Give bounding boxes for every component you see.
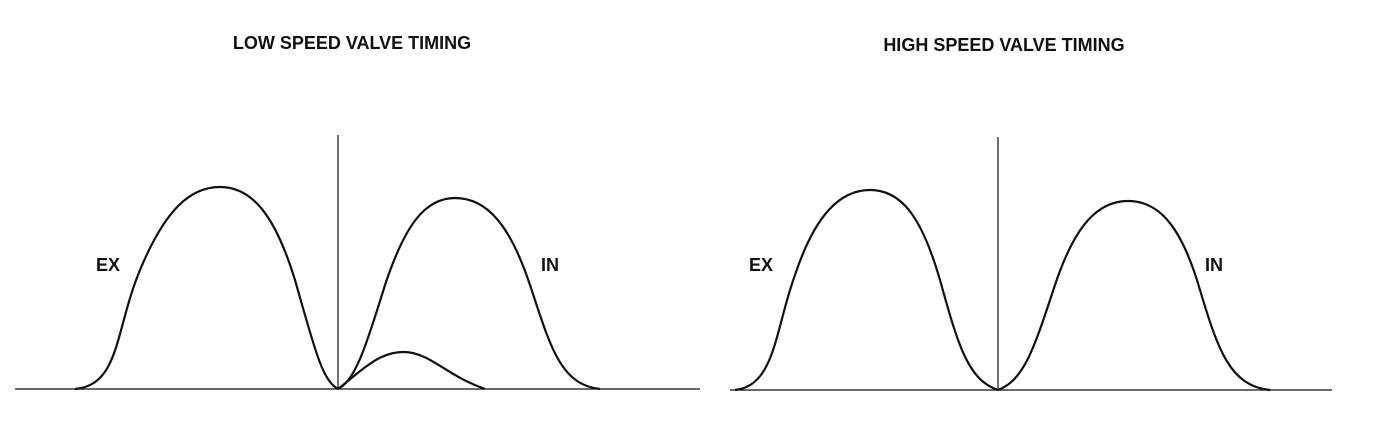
low-speed-panel: LOW SPEED VALVE TIMING EX IN: [15, 33, 700, 391]
intake-curve: [337, 196, 601, 391]
intake-label: IN: [541, 255, 559, 275]
panel-title: LOW SPEED VALVE TIMING: [233, 33, 471, 53]
exhaust-curve: [74, 185, 339, 391]
high-speed-panel: HIGH SPEED VALVE TIMING EX IN: [730, 35, 1332, 392]
exhaust-curve: [734, 188, 999, 392]
intake-label: IN: [1205, 255, 1223, 275]
secondary-intake-curve: [337, 350, 486, 391]
exhaust-label: EX: [749, 255, 773, 275]
exhaust-label: EX: [96, 255, 120, 275]
intake-curve: [997, 199, 1271, 392]
panel-title: HIGH SPEED VALVE TIMING: [883, 35, 1124, 55]
